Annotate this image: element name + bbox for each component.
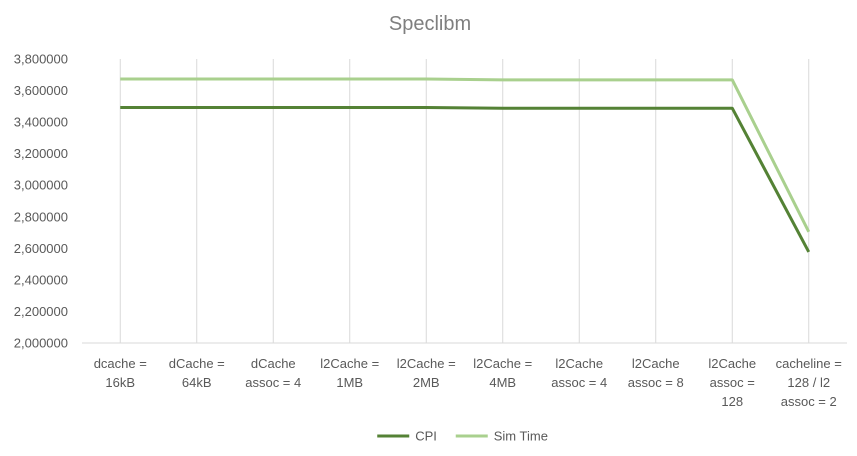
- x-tick-label: l2Cache = 4MB: [473, 356, 532, 390]
- x-tick-label: l2Cache = 2MB: [397, 356, 456, 390]
- x-tick-label: cacheline = 128 / l2 assoc = 2: [776, 356, 842, 409]
- series-line-cpi: [120, 105, 811, 253]
- y-tick-label: 2,400000: [14, 272, 68, 287]
- legend-item[interactable]: CPI: [377, 429, 437, 444]
- series-lines: [120, 77, 811, 253]
- y-tick-label: 3,400000: [14, 115, 68, 130]
- x-tick-label: dCache assoc = 4: [245, 356, 301, 390]
- chart-title: Speclibm: [389, 13, 471, 35]
- y-tick-label: 2,600000: [14, 241, 68, 256]
- y-tick-label: 3,000000: [14, 178, 68, 193]
- y-tick-label: 2,000000: [14, 336, 68, 351]
- x-tick-label: l2Cache assoc = 8: [628, 356, 684, 390]
- legend[interactable]: CPI Sim Time: [377, 429, 548, 444]
- legend-label: Sim Time: [494, 429, 548, 444]
- gridlines: [119, 59, 810, 343]
- x-tick-label: l2Cache assoc = 4: [551, 356, 607, 390]
- legend-item[interactable]: Sim Time: [455, 429, 548, 444]
- x-tick-label: l2Cache assoc = 128: [708, 356, 756, 409]
- y-tick-label: 2,200000: [14, 304, 68, 319]
- y-tick-label: 2,800000: [14, 209, 68, 224]
- series-line-sim-time: [120, 77, 811, 233]
- x-tick-label: l2Cache = 1MB: [320, 356, 379, 390]
- y-tick-label: 3,200000: [14, 146, 68, 161]
- x-tick-label: dcache = 16kB: [94, 356, 147, 390]
- x-tick-label: dCache = 64kB: [169, 356, 225, 390]
- axes: 2,000000 2,200000 2,400000 2,600000 2,800000…: [14, 52, 847, 409]
- y-tick-label: 3,800000: [14, 52, 68, 67]
- y-tick-label: 3,600000: [14, 83, 68, 98]
- legend-label: CPI: [415, 429, 437, 444]
